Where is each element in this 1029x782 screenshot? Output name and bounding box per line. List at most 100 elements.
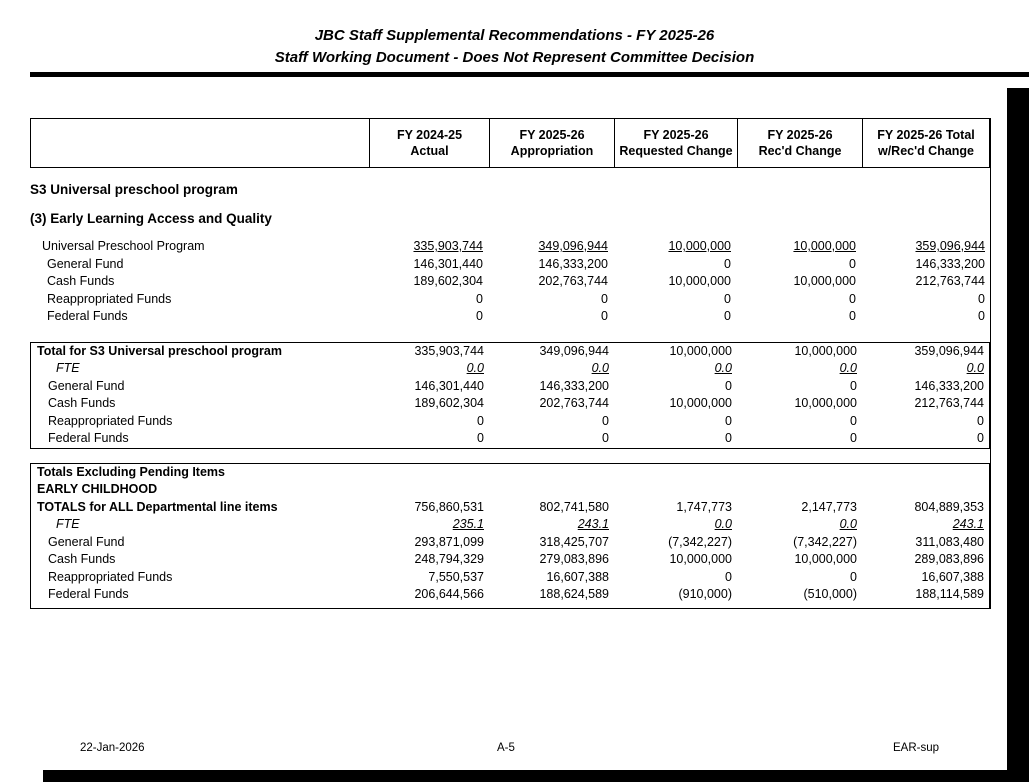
row-value-text: 0 — [977, 431, 984, 445]
row-value-text: 248,794,329 — [414, 552, 484, 566]
row-value-text: 0 — [978, 309, 985, 323]
row-value-text: 0.0 — [591, 361, 609, 375]
row-value-text: (910,000) — [678, 587, 732, 601]
footer-date: 22-Jan-2026 — [80, 742, 145, 754]
row-value: 0 — [862, 430, 989, 448]
page-edge-shadow-right — [1007, 88, 1029, 782]
row-value: 0 — [613, 291, 736, 309]
row-value: 7,550,537 — [369, 569, 489, 587]
row-value: 293,871,099 — [369, 534, 489, 552]
row-label: Reappropriated Funds — [48, 569, 173, 584]
table-row: Federal Funds 0 0 0 0 0 — [31, 430, 989, 448]
row-value-text: 146,333,200 — [914, 378, 984, 393]
row-label: FTE — [56, 361, 80, 375]
row-value-text: 0 — [977, 413, 984, 428]
row-value: 0 — [613, 256, 736, 274]
row-value: 10,000,000 — [613, 273, 736, 291]
row-value-text: 16,607,388 — [546, 569, 609, 584]
column-header-line: FY 2025-26 — [643, 128, 709, 142]
row-value-text: 0 — [477, 431, 484, 445]
row-value-text: 802,741,580 — [539, 499, 609, 514]
table-row: FTE 235.1 243.1 0.0 0.0 243.1 — [31, 516, 989, 534]
row-value: 802,741,580 — [489, 499, 614, 517]
table-row: TOTALS for ALL Departmental line items 75… — [31, 499, 989, 517]
row-value-text: 0 — [849, 256, 856, 271]
page-edge-shadow-bottom — [43, 770, 1029, 782]
row-value: 0.0 — [489, 360, 614, 378]
row-value-text: 202,763,744 — [538, 274, 608, 288]
row-value: 0 — [613, 308, 736, 326]
table-row: Cash Funds 189,602,304 202,763,744 10,000,0… — [30, 273, 990, 291]
row-value-text: 0 — [725, 413, 732, 428]
row-value-text: 0.0 — [714, 517, 732, 531]
row-value-text: 243.1 — [577, 517, 609, 531]
row-value-text: 359,096,944 — [915, 239, 985, 253]
row-value-text: (7,342,227) — [668, 534, 732, 549]
row-value: 188,624,589 — [489, 586, 614, 604]
row-value: 10,000,000 — [614, 343, 737, 361]
row-value-text: 10,000,000 — [794, 552, 857, 566]
row-value-text: 188,114,589 — [915, 587, 984, 601]
row-value-text: 10,000,000 — [669, 343, 732, 358]
row-value: 146,333,200 — [488, 256, 613, 274]
row-value-text: 0 — [724, 256, 731, 271]
row-value: 311,083,480 — [862, 534, 989, 552]
department-total-rows: TOTALS for ALL Departmental line items 75… — [31, 499, 989, 604]
row-value: 146,301,440 — [368, 256, 488, 274]
column-header-empty — [31, 119, 369, 167]
row-value-text: 146,333,200 — [538, 256, 608, 271]
row-value: 0.0 — [737, 360, 862, 378]
row-value-text: 0 — [601, 291, 608, 306]
row-value-text: 0 — [978, 291, 985, 306]
row-value-text: 0 — [849, 309, 856, 323]
row-value-text: 7,550,537 — [428, 569, 484, 584]
row-value-text: 359,096,944 — [914, 343, 984, 358]
row-value-text: 318,425,707 — [539, 534, 609, 549]
row-value: (7,342,227) — [614, 534, 737, 552]
row-value-text: 2,147,773 — [801, 499, 857, 514]
row-value-text: 188,624,589 — [539, 587, 609, 601]
row-value-text: 146,301,440 — [414, 378, 484, 393]
row-value-text: 0 — [601, 309, 608, 323]
row-value: 0 — [736, 308, 861, 326]
row-value: 0.0 — [614, 516, 737, 534]
row-value-text: 202,763,744 — [539, 396, 609, 410]
row-label: Federal Funds — [48, 587, 129, 601]
row-value-text: 10,000,000 — [793, 239, 856, 253]
row-value: 235.1 — [369, 516, 489, 534]
row-value-text: 235.1 — [452, 517, 484, 531]
row-value-text: 349,096,944 — [538, 239, 608, 253]
row-value-text: 349,096,944 — [539, 343, 609, 358]
row-value: 0 — [489, 413, 614, 431]
row-value-text: 1,747,773 — [676, 499, 732, 514]
header-divider-rule — [30, 72, 1029, 77]
program-total-box: Total for S3 Universal preschool program… — [30, 341, 990, 449]
row-value: 212,763,744 — [862, 395, 989, 413]
row-value: 10,000,000 — [614, 551, 737, 569]
row-value-text: 0 — [850, 413, 857, 428]
row-value-text: 0 — [725, 378, 732, 393]
table-row: Cash Funds 189,602,304 202,763,744 10,000,0… — [31, 395, 989, 413]
row-value: 189,602,304 — [369, 395, 489, 413]
table-row: General Fund 146,301,440 146,333,200 0 0 146,… — [30, 256, 990, 274]
row-value: 146,333,200 — [861, 256, 990, 274]
row-label: Cash Funds — [48, 396, 116, 410]
row-value: 212,763,744 — [861, 273, 990, 291]
row-value: (910,000) — [614, 586, 737, 604]
row-value-text: 0.0 — [839, 517, 857, 531]
table-row: Federal Funds 0 0 0 0 0 — [30, 308, 990, 326]
row-value: 10,000,000 — [613, 238, 736, 256]
row-value: 10,000,000 — [736, 238, 861, 256]
row-value-text: (510,000) — [803, 587, 857, 601]
row-value: 1,747,773 — [614, 499, 737, 517]
document-title-line1: JBC Staff Supplemental Recommendations -… — [314, 27, 715, 44]
table-row: FTE 0.0 0.0 0.0 0.0 0.0 — [31, 360, 989, 378]
row-label: Total for S3 Universal preschool program — [37, 343, 282, 358]
row-value: 0.0 — [737, 516, 862, 534]
row-value: 0 — [737, 378, 862, 396]
row-value: 146,301,440 — [369, 378, 489, 396]
row-value-text: 0 — [850, 378, 857, 393]
row-value-text: 0 — [476, 291, 483, 306]
row-value-text: 10,000,000 — [794, 396, 857, 410]
row-label: Federal Funds — [48, 431, 129, 445]
